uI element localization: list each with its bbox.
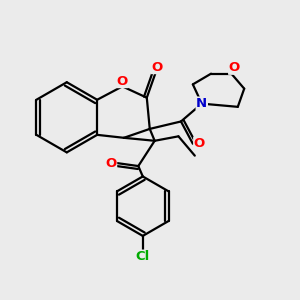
Text: O: O	[229, 61, 240, 74]
Text: O: O	[152, 61, 163, 74]
Text: O: O	[194, 137, 205, 150]
Text: N: N	[196, 97, 207, 110]
Text: O: O	[105, 157, 117, 169]
Text: O: O	[117, 74, 128, 88]
Text: Cl: Cl	[136, 250, 150, 263]
